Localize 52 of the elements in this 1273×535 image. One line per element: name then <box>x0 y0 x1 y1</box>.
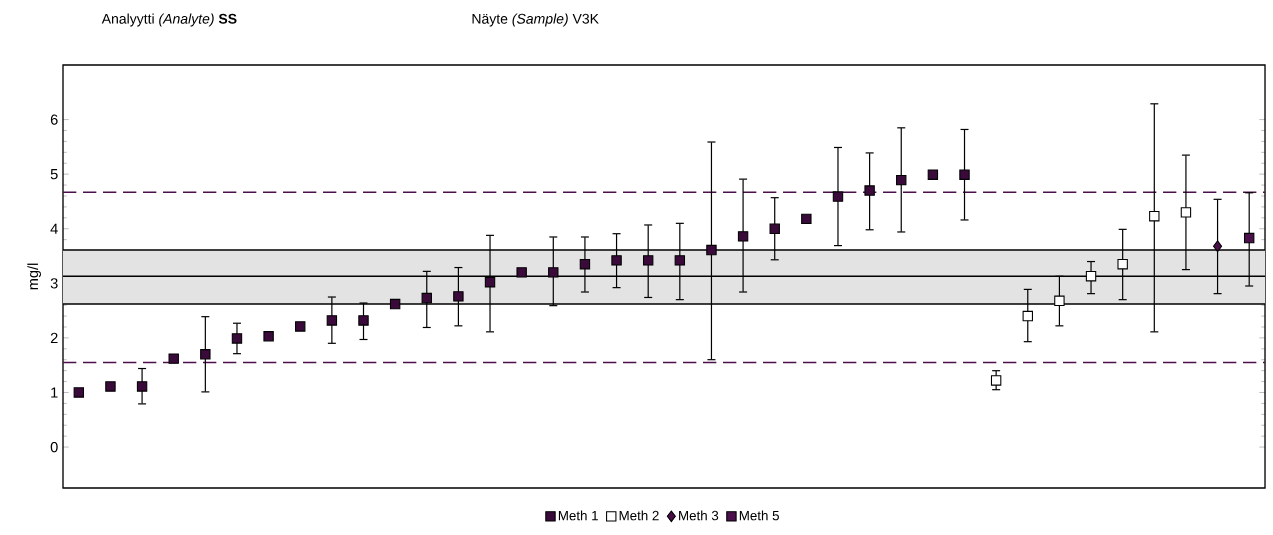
point <box>1054 295 1065 306</box>
point <box>959 169 970 180</box>
chart-subtitle: Näyte (Sample) V3K <box>472 13 599 27</box>
point <box>1213 240 1223 253</box>
legend-label: Meth 2 <box>619 510 659 521</box>
point <box>864 185 875 196</box>
point <box>896 174 907 186</box>
point <box>927 169 939 180</box>
point <box>484 277 496 288</box>
y-tick-label: 5 <box>50 169 58 180</box>
point <box>769 223 780 234</box>
point <box>231 333 243 344</box>
y-tick-label: 4 <box>50 223 58 234</box>
point <box>832 191 844 202</box>
legend-label: Meth 5 <box>739 510 779 521</box>
point <box>295 321 306 332</box>
point <box>1022 310 1033 322</box>
point <box>421 292 432 304</box>
point <box>737 231 749 242</box>
legend-label: Meth 1 <box>558 510 598 521</box>
point <box>200 349 211 360</box>
point <box>73 387 85 398</box>
point <box>548 267 559 278</box>
point <box>1085 271 1097 282</box>
point <box>1149 210 1160 222</box>
point <box>1117 259 1128 270</box>
point <box>706 244 717 256</box>
legend-label: Meth 3 <box>679 510 719 521</box>
point <box>990 375 1002 386</box>
point <box>801 213 812 225</box>
point <box>1180 207 1192 218</box>
y-tick-label: 1 <box>51 387 58 398</box>
point <box>516 267 527 278</box>
point <box>136 381 148 392</box>
point <box>1243 232 1255 244</box>
point <box>642 255 654 266</box>
point <box>168 353 179 364</box>
point <box>579 259 591 270</box>
y-tick-label: 2 <box>50 332 58 344</box>
point <box>263 331 274 342</box>
y-tick-label: 0 <box>50 441 58 453</box>
chart-title: Analyytti (Analyte) SS <box>101 13 237 27</box>
point <box>453 291 464 302</box>
y-axis-title: mg/l <box>27 263 41 290</box>
point <box>389 298 401 310</box>
point <box>611 255 622 266</box>
y-tick-label: 6 <box>50 114 58 125</box>
point <box>674 255 686 266</box>
y-tick-label: 3 <box>50 278 58 289</box>
point <box>105 381 116 392</box>
point <box>358 315 369 326</box>
point <box>326 315 338 326</box>
